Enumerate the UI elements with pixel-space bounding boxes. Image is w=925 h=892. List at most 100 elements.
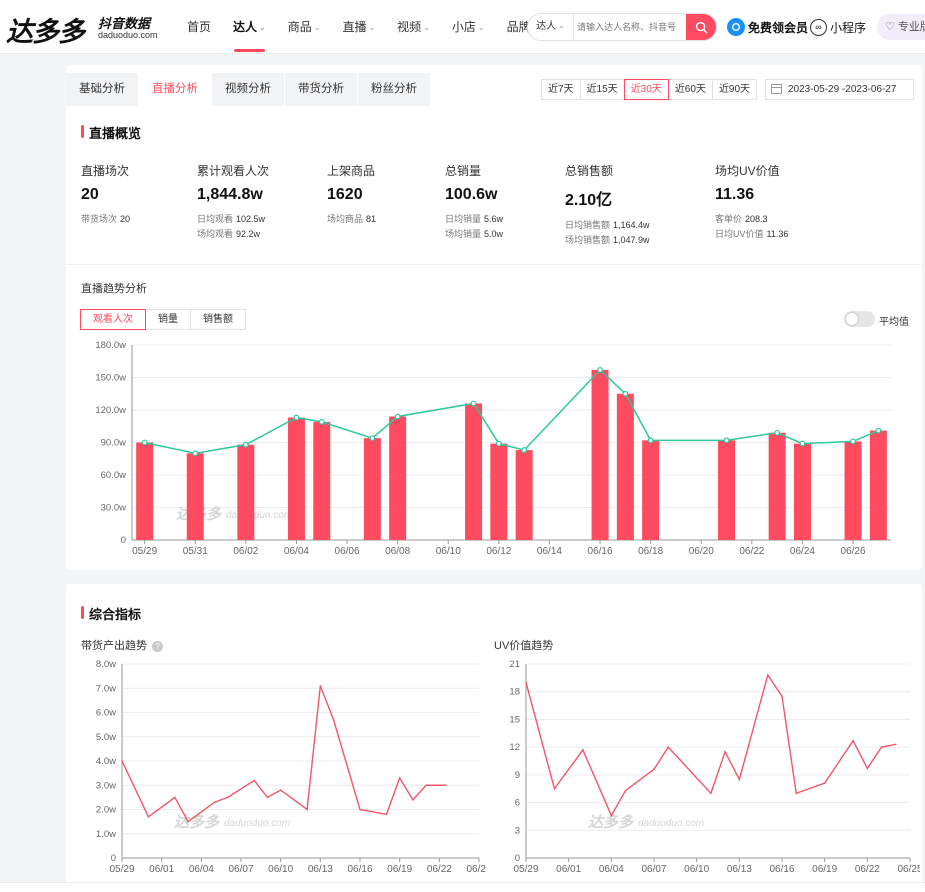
data-point[interactable] [394, 413, 401, 420]
bar[interactable] [869, 430, 887, 540]
data-point[interactable] [319, 685, 322, 687]
date-range-button[interactable]: 近7天 [541, 79, 581, 100]
bar[interactable] [642, 440, 660, 540]
analysis-tab[interactable]: 直播分析 [139, 73, 212, 106]
average-toggle[interactable] [844, 311, 875, 327]
nav-item[interactable]: 视频 ⌄ [386, 0, 441, 54]
data-point[interactable] [667, 746, 670, 748]
data-point[interactable] [774, 429, 781, 436]
free-vip-link[interactable]: 免费领会员 [727, 17, 808, 37]
bar[interactable] [237, 444, 255, 540]
data-point[interactable] [385, 813, 388, 816]
data-point[interactable] [521, 447, 528, 453]
date-range-picker[interactable]: 2023-05-29 -2023-06-27 [765, 79, 914, 100]
mini-program-link[interactable]: ∞ 小程序 [810, 17, 866, 37]
date-range-button[interactable]: 近15天 [579, 79, 625, 100]
data-point[interactable] [622, 390, 629, 397]
data-point[interactable] [121, 760, 123, 762]
bar[interactable] [793, 443, 811, 540]
data-point[interactable] [369, 435, 376, 442]
analysis-tab[interactable]: 基础分析 [66, 73, 139, 106]
data-point[interactable] [553, 787, 556, 790]
bar[interactable] [515, 450, 533, 540]
data-point[interactable] [359, 808, 361, 811]
data-point[interactable] [147, 815, 150, 818]
data-point[interactable] [710, 792, 712, 795]
data-point[interactable] [823, 782, 826, 784]
bar[interactable] [591, 369, 609, 540]
data-point[interactable] [795, 792, 798, 795]
data-point[interactable] [141, 439, 148, 446]
bar[interactable] [389, 416, 407, 541]
data-point[interactable] [192, 450, 199, 457]
data-point[interactable] [880, 746, 883, 748]
data-point[interactable] [653, 768, 655, 771]
data-point[interactable] [213, 801, 216, 804]
bar[interactable] [186, 453, 204, 540]
nav-item[interactable]: 小店 ⌄ [441, 0, 496, 54]
data-point[interactable] [318, 419, 325, 425]
search-type-select[interactable]: 达人 ⌄ [528, 14, 574, 40]
data-point[interactable] [738, 778, 741, 781]
data-point[interactable] [445, 784, 447, 787]
data-point[interactable] [525, 681, 527, 684]
data-point[interactable] [412, 799, 414, 801]
trend-metric-button[interactable]: 销量 [145, 309, 191, 330]
bar[interactable] [616, 393, 634, 540]
bar[interactable] [287, 417, 305, 540]
data-point[interactable] [850, 438, 856, 445]
data-point[interactable] [425, 784, 427, 787]
data-point[interactable] [781, 695, 783, 698]
data-point[interactable] [724, 750, 726, 753]
data-point[interactable] [470, 400, 477, 407]
analysis-tab[interactable]: 粉丝分析 [358, 73, 431, 106]
search-input[interactable] [577, 14, 687, 40]
data-point[interactable] [266, 796, 269, 799]
bar[interactable] [465, 403, 483, 541]
data-point[interactable] [624, 789, 627, 792]
bar[interactable] [768, 432, 786, 540]
trend-metric-button[interactable]: 销售额 [190, 309, 246, 330]
bar[interactable] [490, 443, 508, 540]
help-icon[interactable]: ? [152, 641, 163, 652]
trend-metric-button[interactable]: 观看人次 [80, 309, 146, 330]
data-point[interactable] [723, 437, 730, 444]
data-point[interactable] [894, 743, 897, 746]
nav-item[interactable]: 商品 ⌄ [277, 0, 332, 54]
data-point[interactable] [610, 814, 613, 817]
search-button[interactable] [686, 14, 716, 40]
data-point[interactable] [293, 414, 300, 421]
data-point[interactable] [866, 767, 869, 770]
data-point[interactable] [242, 441, 249, 448]
analysis-tab[interactable]: 带货分析 [285, 73, 358, 106]
data-point[interactable] [253, 779, 256, 782]
data-point[interactable] [398, 777, 401, 779]
date-range-button[interactable]: 近60天 [667, 79, 713, 100]
data-point[interactable] [306, 808, 308, 811]
nav-item[interactable]: 直播 ⌄ [331, 0, 386, 54]
data-point[interactable] [279, 789, 282, 791]
bar[interactable] [363, 438, 381, 540]
data-point[interactable] [495, 440, 502, 447]
date-range-button[interactable]: 近90天 [711, 79, 758, 100]
data-point[interactable] [174, 796, 176, 799]
data-point[interactable] [647, 437, 654, 444]
nav-item[interactable]: 达人 ⌄ [222, 0, 277, 54]
data-point[interactable] [766, 674, 769, 676]
data-point[interactable] [597, 367, 603, 373]
data-point[interactable] [332, 718, 335, 721]
bar[interactable] [844, 441, 862, 540]
bar[interactable] [718, 440, 736, 540]
analysis-tab[interactable]: 视频分析 [212, 73, 285, 106]
data-point[interactable] [226, 796, 229, 799]
data-point[interactable] [582, 749, 584, 751]
date-range-button[interactable]: 近30天 [623, 79, 669, 100]
data-point[interactable] [875, 427, 882, 434]
data-point[interactable] [852, 739, 854, 742]
data-point[interactable] [799, 440, 806, 447]
pro-version-button[interactable]: ♡ 专业版 [877, 14, 925, 40]
data-point[interactable] [187, 820, 189, 823]
nav-item[interactable]: 首页 [176, 0, 222, 54]
bar[interactable] [313, 421, 331, 540]
bar[interactable] [136, 442, 154, 541]
